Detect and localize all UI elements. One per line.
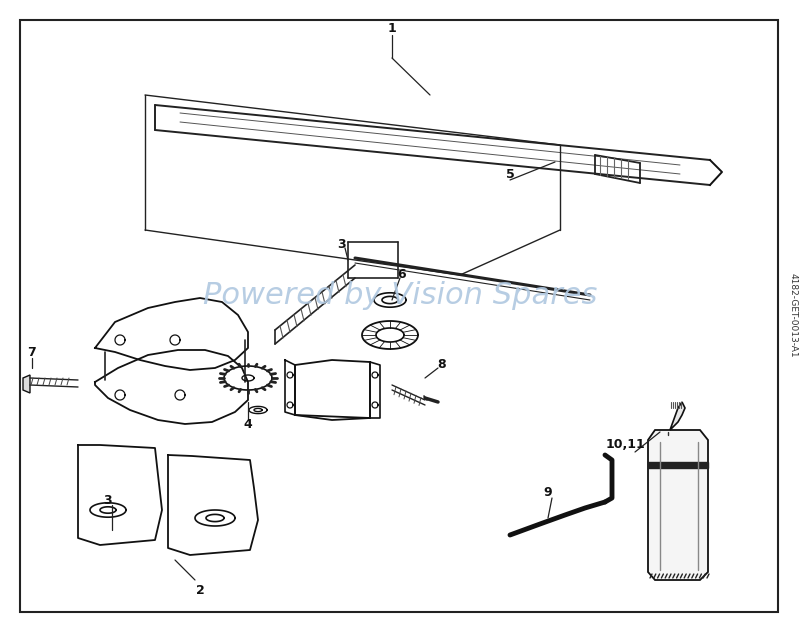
Text: Powered by Vision Spares: Powered by Vision Spares xyxy=(203,280,597,309)
Text: 6: 6 xyxy=(398,268,406,280)
Text: 4: 4 xyxy=(244,418,252,432)
Text: 1: 1 xyxy=(388,21,396,35)
Text: 8: 8 xyxy=(438,357,446,370)
Polygon shape xyxy=(670,402,685,430)
Text: 10,11: 10,11 xyxy=(605,438,645,452)
Text: 3: 3 xyxy=(104,493,112,507)
Text: 7: 7 xyxy=(28,345,36,358)
Text: 5: 5 xyxy=(506,168,514,181)
Polygon shape xyxy=(648,430,708,580)
Polygon shape xyxy=(23,375,30,393)
Text: 2: 2 xyxy=(196,583,204,597)
Text: 4182-GET-0013-A1: 4182-GET-0013-A1 xyxy=(789,273,798,357)
Text: 9: 9 xyxy=(544,486,552,498)
Text: 3: 3 xyxy=(338,238,346,251)
Bar xyxy=(648,462,708,468)
